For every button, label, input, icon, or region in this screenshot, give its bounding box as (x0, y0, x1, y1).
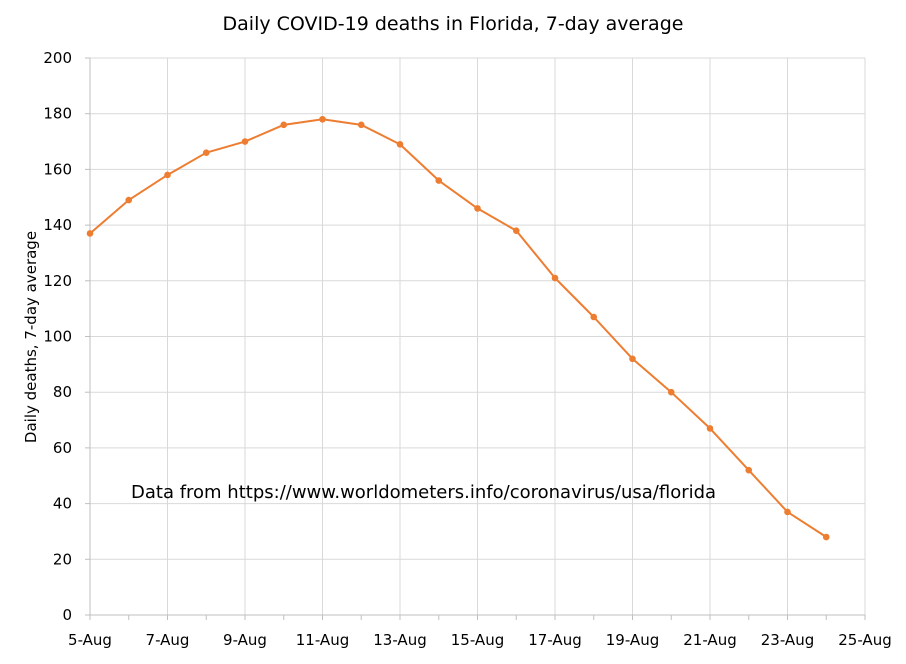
y-tick-labels: 0 20 40 60 80 100 120 140 160 180 200 (43, 49, 72, 624)
y-tick-label: 180 (43, 105, 72, 123)
x-tick-label: 5-Aug (68, 631, 112, 649)
data-point (357, 121, 365, 129)
data-point (202, 149, 210, 156)
y-axis-title: Daily deaths, 7-day average (22, 231, 40, 443)
y-tick-label: 0 (62, 606, 72, 624)
data-point (280, 121, 288, 129)
x-tick-label: 7-Aug (146, 631, 190, 649)
x-tick-label: 19-Aug (606, 631, 659, 649)
y-tick-label: 140 (43, 216, 72, 234)
data-point (551, 274, 559, 282)
y-tick-label: 100 (43, 328, 72, 346)
y-tick-label: 20 (53, 550, 72, 568)
data-point (319, 115, 326, 123)
x-tick-label: 25-Aug (838, 631, 891, 649)
y-tick-label: 120 (43, 272, 72, 290)
data-point (667, 388, 675, 396)
series-line (89, 118, 827, 538)
y-tick-label: 160 (43, 160, 72, 178)
x-tick-label: 13-Aug (373, 631, 426, 649)
data-point (512, 227, 520, 234)
x-tick-label: 11-Aug (296, 631, 349, 649)
x-tick-labels: 5-Aug 7-Aug 9-Aug 11-Aug 13-Aug 15-Aug 17-Aug 1… (68, 631, 892, 649)
y-tick-label: 60 (53, 439, 72, 457)
series-group (86, 115, 830, 541)
x-tick-label: 23-Aug (761, 631, 814, 649)
data-point (435, 177, 443, 184)
y-tick-label: 80 (53, 383, 72, 401)
chart-title: Daily COVID-19 deaths in Florida, 7-day … (223, 13, 684, 35)
data-point (629, 355, 636, 363)
data-point (745, 466, 753, 474)
x-tick-label: 15-Aug (451, 631, 504, 649)
x-tick-label: 21-Aug (683, 631, 736, 649)
x-tick-label: 9-Aug (223, 631, 267, 649)
x-tick-label: 17-Aug (528, 631, 581, 649)
y-tick-label: 200 (43, 49, 72, 67)
data-point (474, 205, 481, 212)
data-point (822, 533, 830, 541)
data-point (125, 196, 133, 204)
data-point (590, 313, 598, 321)
data-point (241, 138, 249, 145)
data-point (164, 171, 171, 179)
axes (85, 57, 866, 620)
y-tick-label: 40 (53, 495, 72, 513)
data-point (784, 508, 791, 516)
grid-lines (90, 57, 866, 615)
data-point (396, 141, 404, 148)
data-point (86, 230, 94, 237)
data-point (706, 425, 714, 432)
data-source-annotation: Data from https://www.worldometers.info/… (131, 482, 716, 503)
